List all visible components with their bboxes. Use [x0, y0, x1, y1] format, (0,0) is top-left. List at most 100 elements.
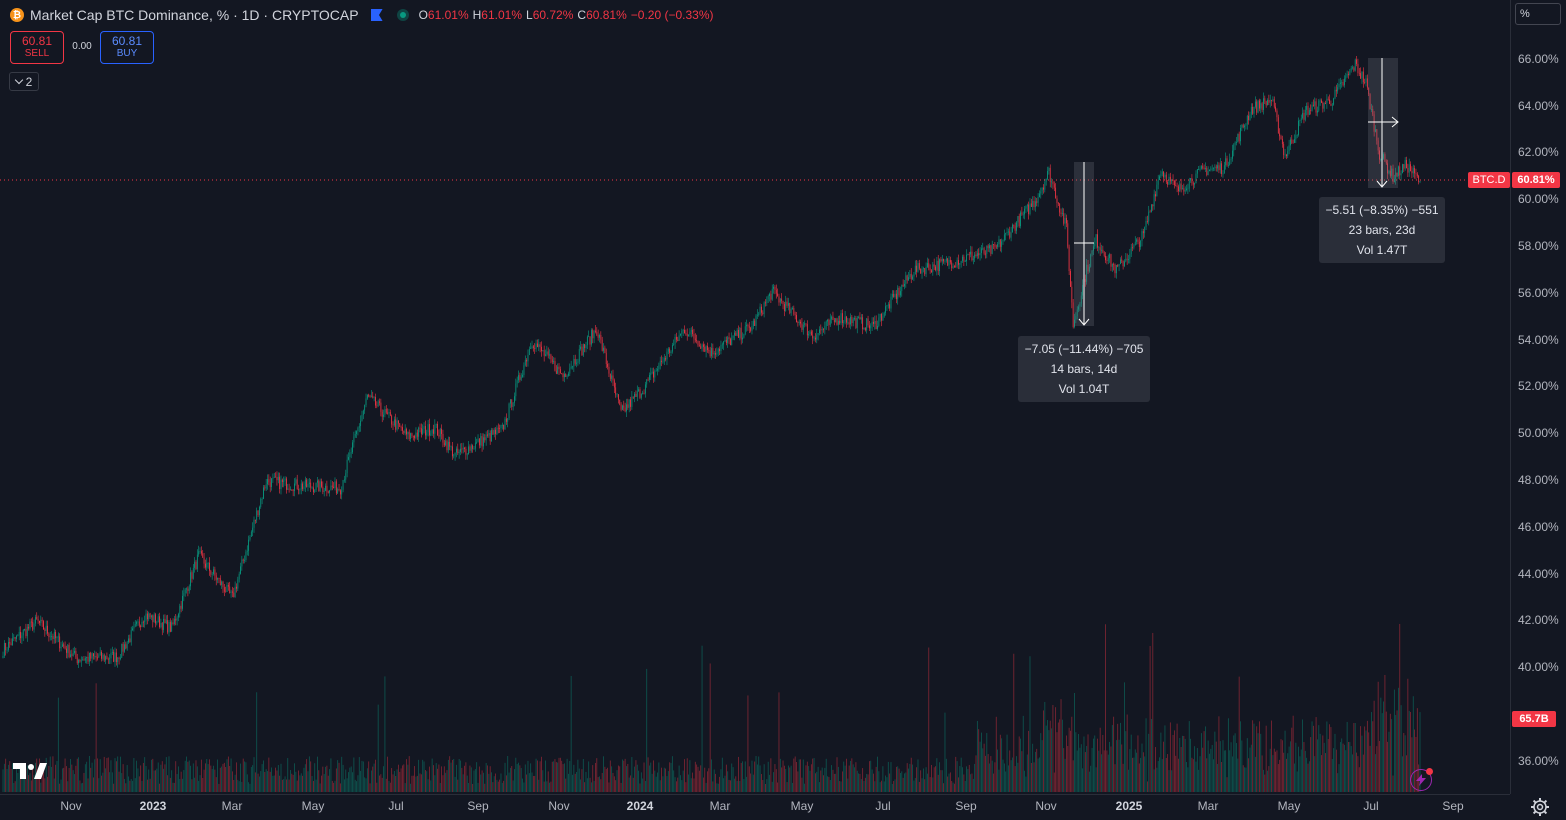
candle-body — [1010, 232, 1012, 238]
volume-bar — [1142, 752, 1144, 792]
volume-bar — [944, 712, 946, 792]
volume-bar — [854, 767, 855, 792]
flag-icon[interactable] — [371, 9, 383, 21]
candle-body — [967, 253, 969, 255]
measure-tool-1[interactable] — [1074, 162, 1094, 326]
volume-bar — [399, 771, 401, 792]
candle-body — [438, 435, 440, 437]
time-axis-label: Nov — [548, 799, 570, 813]
candle-body — [827, 319, 828, 322]
volume-bar — [246, 774, 248, 792]
candle-body — [1318, 100, 1320, 111]
candle-body — [993, 244, 994, 245]
indicators-collapse-button[interactable]: 2 — [9, 72, 39, 91]
candle-body — [647, 379, 649, 381]
volume-bar — [871, 769, 873, 792]
candle-body — [717, 348, 719, 353]
candle-body — [694, 338, 696, 341]
candle-body — [1093, 246, 1094, 251]
candle-body — [1287, 151, 1289, 157]
volume-bar — [1148, 733, 1150, 792]
volume-bar — [1327, 739, 1329, 792]
candle-body — [558, 366, 560, 370]
chart-legend[interactable]: ₿ Market Cap BTC Dominance, % · 1D · CRY… — [10, 6, 714, 24]
volume-bar — [800, 759, 801, 792]
candle-body — [280, 479, 282, 489]
candle-body — [384, 409, 386, 415]
candle-body — [460, 448, 461, 452]
candle-body — [676, 336, 677, 340]
candle-body — [194, 561, 196, 568]
candle-body — [300, 483, 302, 490]
volume-bar — [196, 766, 198, 792]
volume-bar — [144, 757, 146, 792]
volume-bar — [638, 770, 640, 792]
volume-bar — [442, 775, 444, 792]
volume-bar — [1122, 763, 1124, 792]
candle-body — [354, 433, 356, 437]
time-axis[interactable] — [0, 794, 1510, 820]
volume-bar — [450, 762, 452, 792]
volume-bar — [1040, 733, 1042, 792]
volume-bar — [53, 778, 55, 792]
candle-body — [570, 366, 572, 369]
volume-bar — [654, 770, 656, 792]
candle-body — [1152, 204, 1154, 207]
candle-body — [488, 432, 490, 436]
candle-body — [1099, 247, 1101, 251]
volume-bar — [1333, 748, 1335, 792]
sell-button[interactable]: 60.81 SELL — [10, 31, 64, 64]
volume-bar — [272, 775, 274, 792]
volume-bar — [1276, 750, 1278, 792]
volume-bar — [968, 764, 970, 792]
volume-bar — [832, 769, 834, 792]
volume-bar — [1030, 762, 1032, 792]
price-axis[interactable] — [1510, 0, 1566, 794]
candle-body — [10, 643, 12, 645]
volume-bar — [731, 763, 733, 792]
candle-body — [968, 253, 970, 255]
volume-bar — [1124, 682, 1125, 792]
volume-bar — [454, 776, 456, 792]
settings-gear-icon[interactable] — [1529, 796, 1551, 818]
candle-body — [357, 427, 359, 432]
chart-title[interactable]: Market Cap BTC Dominance, % · 1D · CRYPT… — [30, 7, 359, 23]
candle-body — [520, 376, 522, 380]
tradingview-logo-icon[interactable] — [13, 761, 47, 781]
volume-bar — [202, 778, 204, 792]
candle-body — [1030, 203, 1032, 207]
candle-body — [883, 312, 885, 317]
volume-bar — [1326, 721, 1328, 792]
volume-bar — [322, 766, 324, 792]
volume-bar — [161, 761, 163, 792]
volume-bar — [688, 774, 689, 792]
candle-body — [698, 345, 700, 347]
lightning-alert-icon[interactable] — [1410, 768, 1433, 791]
candle-body — [786, 301, 788, 306]
volume-bar — [734, 778, 735, 792]
volume-bar — [215, 777, 217, 792]
volume-bar — [1033, 762, 1035, 792]
candle-body — [920, 268, 922, 274]
volume-bar — [561, 760, 563, 792]
volume-bar — [173, 782, 175, 792]
candle-body — [1007, 231, 1009, 233]
volume-bar — [634, 766, 635, 792]
candle-body — [1369, 94, 1371, 110]
buy-button[interactable]: 60.81 BUY — [100, 31, 154, 64]
volume-bar — [1067, 746, 1069, 792]
volume-bar — [7, 764, 9, 792]
volume-bar — [470, 767, 472, 792]
volume-bar — [57, 697, 59, 792]
volume-bar — [1173, 730, 1175, 792]
scale-mode-button[interactable]: % — [1515, 3, 1561, 25]
candle-body — [708, 350, 710, 351]
volume-bar — [47, 776, 48, 792]
candle-body — [1244, 125, 1245, 128]
volume-bar — [9, 761, 11, 792]
volume-bar — [230, 758, 232, 792]
candle-body — [1372, 109, 1374, 115]
measure-tool-2[interactable] — [1368, 58, 1399, 188]
volume-bar — [515, 757, 517, 792]
